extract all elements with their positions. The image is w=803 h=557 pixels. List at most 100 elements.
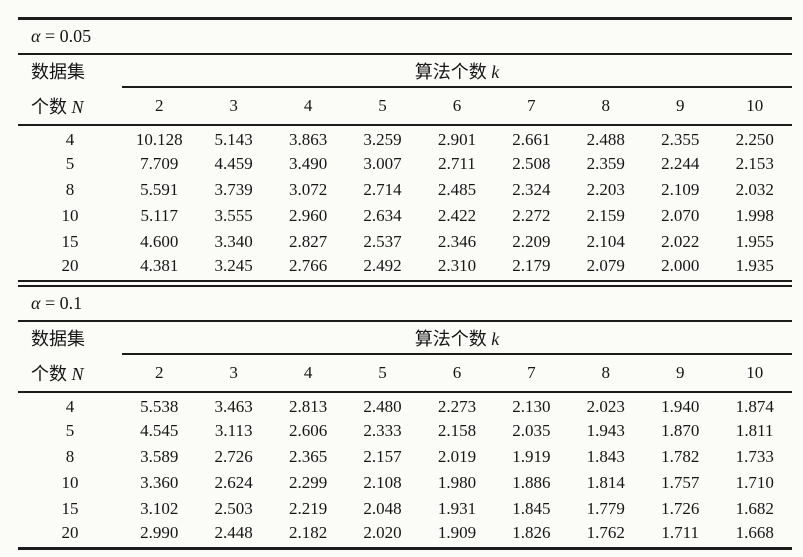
value-cell: 2.244 [661,154,700,173]
row-label-n: 8 [65,447,75,466]
datasets-label-line2: 个数 N [18,87,123,126]
table-row: 4 5.538 3.463 2.813 2.480 2.273 2.130 2.023 1.94… [18,392,792,418]
value-cell: 3.072 [288,180,328,199]
row-label-n: 15 [61,232,79,251]
datasets-label-line2: 个数 N [18,354,123,393]
value-cell: 2.159 [586,206,625,225]
value-cell: 2.020 [363,522,402,542]
value-cell: 5.143 [214,130,253,149]
value-cell: 2.070 [661,206,700,225]
value-cell: 2.022 [661,232,700,251]
table-row: 8 3.589 2.726 2.365 2.157 2.019 1.919 1.843 1.78… [18,444,792,470]
row-label-n: 20 [61,522,79,542]
value-cell: 2.179 [512,256,551,275]
column-header-k: 7 [494,87,569,126]
value-cell: 1.733 [735,447,774,466]
value-cell: 2.537 [363,232,402,251]
value-cell: 3.589 [140,447,179,466]
value-cell: 1.845 [512,499,551,518]
table-body-alpha-005: 4 10.128 5.143 3.863 3.259 2.901 2.661 2.488 2.3… [18,125,792,281]
value-cell: 1.909 [437,522,477,542]
column-header-k: 2 [122,87,197,126]
alpha-row: α = 0.05 [18,18,792,55]
value-cell: 2.019 [437,447,477,466]
value-cell: 2.726 [214,447,253,466]
alpha-label: α = 0.1 [18,286,792,322]
row-label-n: 5 [65,421,75,440]
column-header-k: 8 [568,354,643,393]
value-cell: 2.365 [288,447,328,466]
k-variable: k [491,61,500,82]
value-cell: 2.130 [512,397,551,416]
value-cell: 1.757 [661,473,700,492]
value-cell: 2.333 [363,421,402,440]
column-header-k: 9 [643,87,718,126]
alpha-value: = 0.05 [40,26,92,46]
column-header-k: 3 [196,87,271,126]
value-cell: 2.272 [512,206,551,225]
value-cell: 3.360 [140,473,179,492]
column-header-k: 5 [345,87,420,126]
table-row: 4 10.128 5.143 3.863 3.259 2.901 2.661 2.488 2.3… [18,125,792,151]
value-cell: 7.709 [140,154,179,173]
row-label-n: 4 [65,130,75,149]
column-header-k: 7 [494,354,569,393]
value-cell: 2.182 [288,522,328,542]
header-row-columns: 个数 N 2 3 4 5 6 7 8 9 10 [18,354,792,393]
value-cell: 1.998 [735,206,774,225]
critical-values-table-alpha-005: α = 0.05 数据集 算法个数 k 个数 N 2 3 4 5 6 7 8 9… [18,17,792,282]
value-cell: 10.128 [135,130,183,149]
value-cell: 5.117 [140,206,179,225]
value-cell: 2.359 [586,154,625,173]
value-cell: 4.381 [140,256,179,275]
value-cell: 3.863 [288,130,328,149]
value-cell: 2.766 [288,256,328,275]
value-cell: 2.485 [437,180,477,199]
value-cell: 5.538 [140,397,179,416]
table-row: 8 5.591 3.739 3.072 2.714 2.485 2.324 2.203 2.10… [18,177,792,203]
row-label-n: 5 [65,154,75,173]
value-cell: 1.711 [661,522,700,542]
value-cell: 2.624 [214,473,253,492]
header-row-span: 数据集 算法个数 k [18,54,792,88]
n-variable: N [71,363,84,384]
table-row: 10 5.117 3.555 2.960 2.634 2.422 2.272 2.159 2.0… [18,203,792,229]
value-cell: 3.340 [214,232,253,251]
value-cell: 3.245 [214,256,253,275]
value-cell: 3.490 [288,154,328,173]
table-body-alpha-01: 4 5.538 3.463 2.813 2.480 2.273 2.130 2.023 1.94… [18,392,792,548]
header-row-span: 数据集 算法个数 k [18,321,792,355]
table-row: 20 2.990 2.448 2.182 2.020 1.909 1.826 1.762 1.7… [18,522,792,548]
datasets-label-line1: 数据集 [31,329,85,349]
value-cell: 2.901 [437,130,477,149]
value-cell: 1.935 [735,256,774,275]
value-cell: 2.157 [363,447,402,466]
value-cell: 1.955 [735,232,774,251]
row-label-n: 20 [61,256,79,275]
value-cell: 1.870 [661,421,700,440]
alpha-symbol: α [31,26,41,46]
alpha-value: = 0.1 [40,293,83,313]
column-header-k: 4 [270,87,346,126]
algorithms-count-header: 算法个数 k [122,321,792,355]
value-cell: 3.739 [214,180,253,199]
value-cell: 2.158 [437,421,477,440]
value-cell: 2.634 [363,206,402,225]
algorithms-count-header: 算法个数 k [122,54,792,88]
column-header-k: 9 [643,354,718,393]
value-cell: 2.032 [735,180,774,199]
value-cell: 2.346 [437,232,477,251]
value-cell: 2.250 [735,130,774,149]
value-cell: 1.940 [661,397,700,416]
alpha-row: α = 0.1 [18,286,792,322]
value-cell: 2.310 [437,256,477,275]
value-cell: 2.109 [661,180,700,199]
header-row-columns: 个数 N 2 3 4 5 6 7 8 9 10 [18,87,792,126]
value-cell: 4.545 [140,421,179,440]
value-cell: 2.048 [363,499,402,518]
value-cell: 2.104 [586,232,625,251]
value-cell: 1.919 [512,447,551,466]
value-cell: 1.874 [735,397,774,416]
value-cell: 2.324 [512,180,551,199]
value-cell: 3.555 [214,206,253,225]
